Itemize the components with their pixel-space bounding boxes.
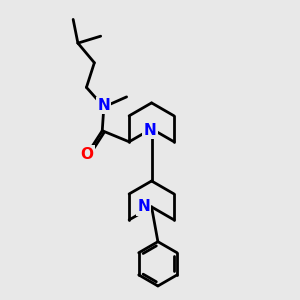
Text: N: N: [137, 200, 150, 214]
Text: N: N: [144, 123, 156, 138]
Text: O: O: [81, 147, 94, 162]
Text: N: N: [98, 98, 110, 113]
